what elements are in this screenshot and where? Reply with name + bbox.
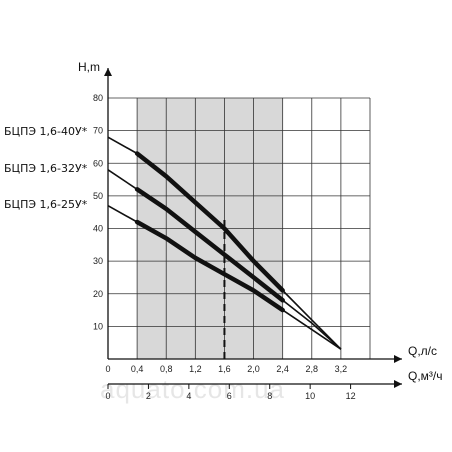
x-tick-label-3: 1,2 bbox=[189, 364, 202, 374]
series-working-segment-2 bbox=[134, 219, 285, 313]
x-tick-label-8: 3,2 bbox=[335, 364, 348, 374]
y-axis-arrow bbox=[104, 68, 112, 76]
x-tick-label-5: 2,0 bbox=[247, 364, 260, 374]
y-tick-label-0: 10 bbox=[93, 321, 103, 331]
x2-tick-label-4: 8 bbox=[267, 391, 272, 401]
y-tick-label-1: 20 bbox=[93, 289, 103, 299]
grid bbox=[108, 97, 371, 359]
x2-tick-label-6: 12 bbox=[346, 391, 356, 401]
x-tick-label-2: 0,8 bbox=[160, 364, 173, 374]
x2-tick-label-3: 6 bbox=[227, 391, 232, 401]
x2-axis-arrow bbox=[394, 380, 402, 388]
watermark: aquato.com.ua bbox=[100, 374, 285, 404]
x2-tick-label-1: 2 bbox=[146, 391, 151, 401]
y-tick-label-6: 70 bbox=[93, 126, 103, 136]
y-tick-label-3: 40 bbox=[93, 224, 103, 234]
x-axis-arrow bbox=[394, 355, 402, 363]
series-working-segment-0 bbox=[134, 151, 285, 293]
y-tick-label-4: 50 bbox=[93, 191, 103, 201]
x2-tick-label-0: 0 bbox=[105, 391, 110, 401]
x-tick-label-1: 0,4 bbox=[131, 364, 144, 374]
x-tick-label-6: 2,4 bbox=[276, 364, 289, 374]
y-tick-label-7: 80 bbox=[93, 93, 103, 103]
series-label-32: БЦПЭ 1,6-32У* bbox=[4, 162, 88, 175]
series-label-40: БЦПЭ 1,6-40У* bbox=[4, 125, 88, 138]
x2-tick-label-5: 10 bbox=[305, 391, 315, 401]
axes bbox=[104, 68, 402, 389]
x2-axis-title: Q,м³/ч bbox=[408, 369, 443, 383]
series-layer bbox=[107, 136, 342, 350]
y-tick-label-2: 30 bbox=[93, 256, 103, 266]
y-tick-label-5: 60 bbox=[93, 158, 103, 168]
x-tick-label-0: 0 bbox=[105, 364, 110, 374]
series-label-25: БЦПЭ 1,6-25У* bbox=[4, 198, 88, 211]
y-axis-title: H,m bbox=[78, 60, 100, 74]
x-tick-label-4: 1,6 bbox=[218, 364, 231, 374]
x2-tick-label-2: 4 bbox=[186, 391, 191, 401]
x-axis-title: Q,л/с bbox=[408, 344, 437, 358]
series-working-segment-1 bbox=[134, 187, 285, 303]
x-tick-label-7: 2,8 bbox=[306, 364, 319, 374]
